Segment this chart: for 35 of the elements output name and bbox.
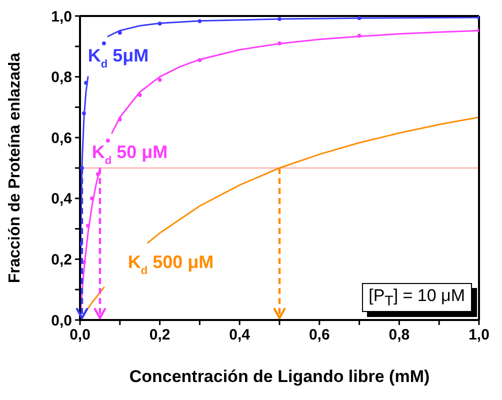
- x-tick-label: 0,2: [149, 326, 170, 344]
- point: [118, 30, 122, 35]
- point: [278, 41, 282, 46]
- point: [86, 224, 90, 228]
- annotation: [P$_{T}$] = 10 μM: [362, 282, 472, 312]
- point: [158, 22, 162, 26]
- y-tick-label: 0,6: [51, 130, 72, 147]
- x-tick-label: 0,0: [70, 326, 90, 344]
- y-tick-label: 0,4: [51, 190, 73, 208]
- y-tick-label: 0,0: [51, 312, 72, 330]
- y-axis-title: Fracción de Proteína enlazada: [6, 52, 24, 284]
- series-label: K$_{d}$ 50 μM: [92, 142, 168, 168]
- point: [138, 93, 142, 97]
- x-tick-label: 0,4: [229, 326, 251, 344]
- series-label: K$_{d}$ 5μM: [88, 45, 149, 70]
- x-tick-label: 0,8: [388, 326, 410, 344]
- y-tick-label: 1,0: [51, 8, 72, 26]
- point: [198, 19, 202, 24]
- point: [102, 41, 106, 46]
- point: [96, 172, 100, 176]
- point: [198, 58, 202, 62]
- y-tick-label: 0,8: [51, 69, 72, 86]
- x-tick-label: 1,0: [468, 326, 490, 344]
- point: [357, 16, 362, 20]
- x-tick-label: 0,6: [308, 326, 330, 344]
- point: [158, 78, 162, 82]
- point: [106, 138, 110, 143]
- point: [118, 117, 122, 122]
- point: [84, 80, 88, 85]
- point: [278, 17, 282, 21]
- x-axis-title: Concentración de Ligando libre (mM): [129, 367, 430, 386]
- y-tick-label: 0,2: [51, 252, 72, 269]
- series-label: K$_{d}$ 500 μM: [128, 252, 214, 277]
- point: [82, 111, 86, 116]
- point: [357, 34, 362, 38]
